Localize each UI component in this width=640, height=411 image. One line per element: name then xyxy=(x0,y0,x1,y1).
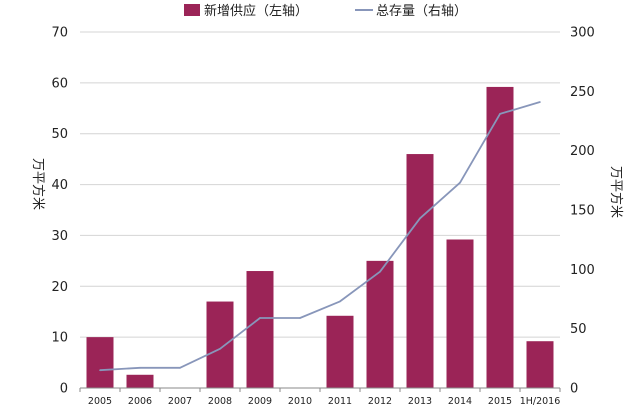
line-point xyxy=(419,217,421,220)
x-tick-label: 1H/2016 xyxy=(520,396,561,407)
right-tick-label: 200 xyxy=(570,144,595,159)
x-tick-label: 2007 xyxy=(168,396,192,407)
line-point xyxy=(179,367,181,369)
right-tick-label: 50 xyxy=(570,322,587,337)
left-tick-label: 0 xyxy=(60,382,68,397)
bar xyxy=(526,341,554,388)
bar xyxy=(246,271,274,388)
line-series xyxy=(99,101,541,372)
x-tick-label: 2010 xyxy=(288,396,312,407)
bar xyxy=(446,239,474,388)
right-tick-label: 300 xyxy=(570,26,595,41)
left-axis-title: 万平方米 xyxy=(30,158,46,210)
bar xyxy=(206,301,234,388)
bar xyxy=(126,374,154,388)
bar-series xyxy=(86,86,554,388)
line-point xyxy=(299,317,301,319)
left-tick-label: 30 xyxy=(51,229,68,244)
legend-bar-label: 新增供应（左轴） xyxy=(204,3,308,19)
x-tick-label: 2008 xyxy=(208,396,232,407)
line-path xyxy=(99,101,541,372)
line-point xyxy=(459,181,461,184)
x-tick-label: 2015 xyxy=(488,396,512,407)
x-tick-label: 2006 xyxy=(128,396,152,407)
legend-line-label: 总存量（右轴） xyxy=(376,4,467,19)
left-tick-label: 20 xyxy=(51,280,68,295)
right-tick-label: 250 xyxy=(570,85,595,100)
bar xyxy=(326,315,354,388)
line-point xyxy=(499,113,501,115)
x-tick-label: 2013 xyxy=(408,396,432,407)
line-point xyxy=(539,101,541,103)
gridlines xyxy=(80,31,560,338)
x-tick-label: 2011 xyxy=(328,396,352,407)
right-axis-title: 万平方米 xyxy=(608,166,624,218)
left-tick-label: 40 xyxy=(51,178,68,193)
left-tick-label: 60 xyxy=(51,76,68,91)
legend: 新增供应（左轴） 总存量（右轴） xyxy=(184,3,467,19)
line-point xyxy=(339,300,341,303)
bar xyxy=(86,337,114,388)
right-tick-label: 0 xyxy=(570,382,578,397)
right-tick-label: 100 xyxy=(570,263,595,278)
bar xyxy=(486,86,514,388)
axes: 0 10 20 30 40 50 60 70 0 50 100 150 200 250 300 2005 200… xyxy=(51,26,594,408)
bar xyxy=(366,260,394,388)
x-tick-label: 2009 xyxy=(248,396,272,407)
line-point xyxy=(219,348,221,350)
x-tick-label: 2012 xyxy=(368,396,392,407)
right-tick-label: 150 xyxy=(570,204,595,219)
line-point xyxy=(139,367,141,369)
line-point xyxy=(259,317,261,319)
x-tick-label: 2014 xyxy=(448,396,472,407)
legend-bar-swatch xyxy=(184,4,200,16)
x-tick-label: 2005 xyxy=(88,396,112,407)
left-tick-label: 50 xyxy=(51,127,68,142)
line-point xyxy=(379,270,381,273)
left-tick-label: 70 xyxy=(51,26,68,41)
bar xyxy=(406,154,434,388)
line-point xyxy=(99,369,101,372)
left-tick-label: 10 xyxy=(51,331,68,346)
